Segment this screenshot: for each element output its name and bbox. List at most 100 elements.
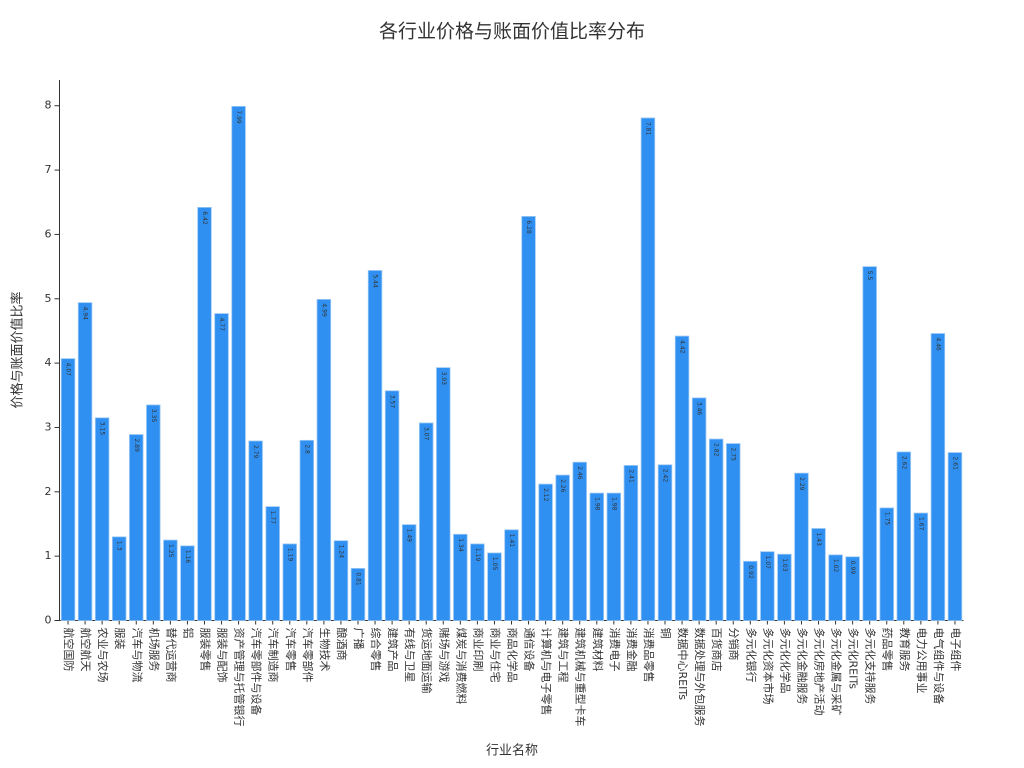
x-tick-label: 药品零售: [881, 628, 895, 672]
value-label: 1.75: [883, 512, 890, 526]
bar: [691, 397, 707, 621]
value-label: 3.35: [150, 409, 157, 423]
x-tick-label: 航空航天: [79, 628, 93, 672]
value-label: 1.98: [610, 497, 617, 511]
bar: [589, 492, 605, 621]
x-tick-label: 资产管理与托管银行: [233, 628, 247, 727]
bar: [896, 451, 912, 621]
x-tick-label: 建筑与工程: [557, 628, 571, 683]
x-tick-label: 计算机与电子零售: [540, 628, 554, 716]
bar: [333, 540, 349, 621]
bar: [504, 529, 519, 621]
x-tick-label: 商业与住宅: [488, 628, 502, 683]
x-tick-label: 建筑材料: [591, 628, 605, 672]
value-label: 1.02: [832, 559, 839, 573]
x-tick-label: 综合零售: [369, 628, 383, 672]
bar: [743, 560, 758, 621]
bar: [913, 512, 929, 621]
y-tick-label: 7: [45, 163, 52, 176]
bar: [299, 439, 315, 621]
value-label: 1.98: [593, 497, 600, 511]
x-tick-label: 汽车零部件与设备: [250, 628, 264, 716]
value-label: 2.82: [713, 443, 720, 457]
x-tick-label: 多元化支持服务: [864, 628, 878, 705]
value-label: 1.41: [508, 534, 515, 548]
value-label: 1.19: [474, 548, 481, 562]
bar: [640, 117, 656, 621]
value-label: 7.99: [235, 110, 242, 124]
y-tick-label: 6: [45, 227, 52, 240]
bar: [231, 105, 246, 621]
y-tick-label: 1: [45, 549, 52, 562]
value-label: 2.42: [662, 469, 669, 483]
value-label: 4.46: [934, 338, 941, 352]
value-label: 2.29: [798, 477, 805, 491]
bar: [418, 422, 434, 621]
y-tick-label: 8: [45, 99, 52, 112]
value-label: 1.49: [406, 529, 413, 543]
bar: [129, 434, 144, 621]
value-label: 4.42: [679, 340, 686, 354]
x-tick-label: 数据中心REITs: [676, 628, 690, 701]
x-tick-label: 汽车与物流: [130, 628, 144, 683]
x-tick-label: 生物技术: [318, 628, 332, 672]
x-tick-label: 农业与农场: [96, 628, 110, 683]
x-tick-label: 多元化资本市场: [761, 628, 775, 705]
bar: [197, 207, 212, 621]
value-label: 3.07: [423, 427, 430, 441]
bar: [401, 524, 417, 621]
x-tick-label: 数据处理与外包服务: [693, 628, 707, 727]
bar: [726, 443, 741, 621]
x-tick-label: 航空国防: [62, 628, 76, 672]
value-label: 2.26: [559, 479, 566, 493]
bar: [930, 333, 946, 621]
x-tick-label: 消费金融: [625, 628, 639, 672]
x-tick-label: 酿酒商: [335, 628, 349, 661]
value-label: 6.42: [201, 211, 208, 225]
bar: [538, 483, 553, 621]
value-label: 2.46: [576, 466, 583, 480]
bar: [180, 545, 195, 621]
chart-title: 各行业价格与账面价值比率分布: [379, 21, 645, 43]
x-tick-label: 多元化金属与采矿: [830, 628, 844, 716]
x-tick-label: 建筑机械与重型卡车: [574, 628, 588, 727]
bar: [487, 552, 502, 621]
bar: [77, 302, 93, 621]
value-label: 1.24: [337, 545, 344, 559]
value-label: 1.3: [116, 541, 123, 551]
value-label: 1.03: [781, 558, 788, 572]
value-label: 5.44: [372, 274, 379, 288]
bar: [555, 474, 570, 621]
bar: [521, 216, 536, 621]
y-tick-label: 4: [45, 356, 52, 369]
value-label: 0.81: [354, 572, 361, 586]
x-tick-label: 服装零售: [198, 628, 212, 672]
value-label: 4.99: [320, 303, 327, 317]
x-tick-label: 汽车零部件: [301, 628, 315, 683]
x-tick-label: 百货商店: [710, 628, 724, 672]
x-tick-label: 服装: [113, 628, 126, 650]
x-tick-label: 建筑产品: [386, 628, 400, 672]
x-tick-label: 电气组件与设备: [932, 628, 946, 705]
value-label: 1.16: [184, 550, 191, 564]
value-label: 1.07: [764, 556, 771, 570]
x-tick-label: 多元化银行: [744, 628, 758, 683]
bar: [214, 313, 229, 621]
bar: [94, 417, 110, 621]
x-tick-label: 多元化化学品: [778, 628, 792, 694]
bar: [879, 507, 894, 621]
value-label: 2.75: [730, 448, 737, 462]
bar: [572, 461, 587, 621]
value-label: 1.19: [286, 548, 293, 562]
x-tick-label: 有线与卫星: [403, 628, 417, 683]
bar: [146, 404, 161, 621]
x-axis-label: 行业名称: [486, 743, 538, 759]
bar: [163, 539, 178, 621]
value-label: 0.99: [849, 561, 856, 575]
x-tick-label: 替代运营商: [164, 628, 178, 683]
x-tick-label: 消费品零售: [642, 628, 656, 683]
bar: [470, 543, 485, 621]
value-label: 4.77: [218, 318, 225, 332]
value-label: 2.41: [627, 469, 634, 483]
value-label: 3.93: [440, 372, 447, 386]
